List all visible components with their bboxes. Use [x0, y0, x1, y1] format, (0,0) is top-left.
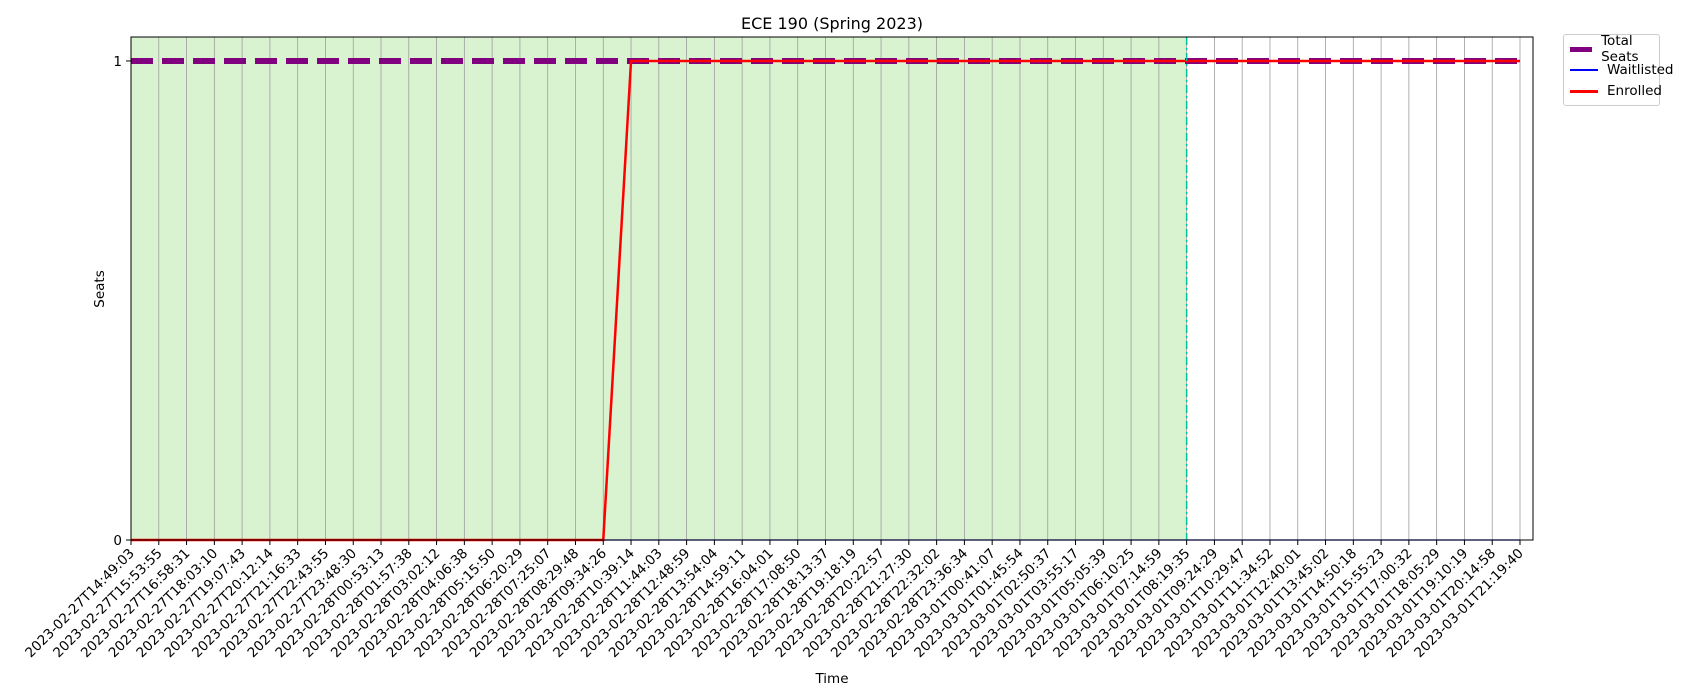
legend: Total Seats Waitlisted Enrolled: [1563, 34, 1660, 106]
legend-swatch-enrolled: [1570, 90, 1598, 93]
chart-title: ECE 190 (Spring 2023): [741, 14, 923, 33]
x-axis-label: Time: [814, 671, 848, 687]
legend-item-waitlisted: Waitlisted: [1570, 60, 1674, 80]
y-axis-label: Seats: [92, 270, 108, 307]
legend-item-enrolled: Enrolled: [1570, 81, 1662, 101]
legend-swatch-waitlisted: [1570, 69, 1598, 71]
legend-item-total-seats: Total Seats: [1570, 39, 1659, 59]
y-tick-label: 0: [113, 533, 122, 549]
legend-label-waitlisted: Waitlisted: [1607, 62, 1674, 78]
y-tick-label: 1: [113, 54, 122, 70]
legend-label-enrolled: Enrolled: [1607, 83, 1662, 99]
legend-swatch-total-seats: [1570, 47, 1592, 52]
